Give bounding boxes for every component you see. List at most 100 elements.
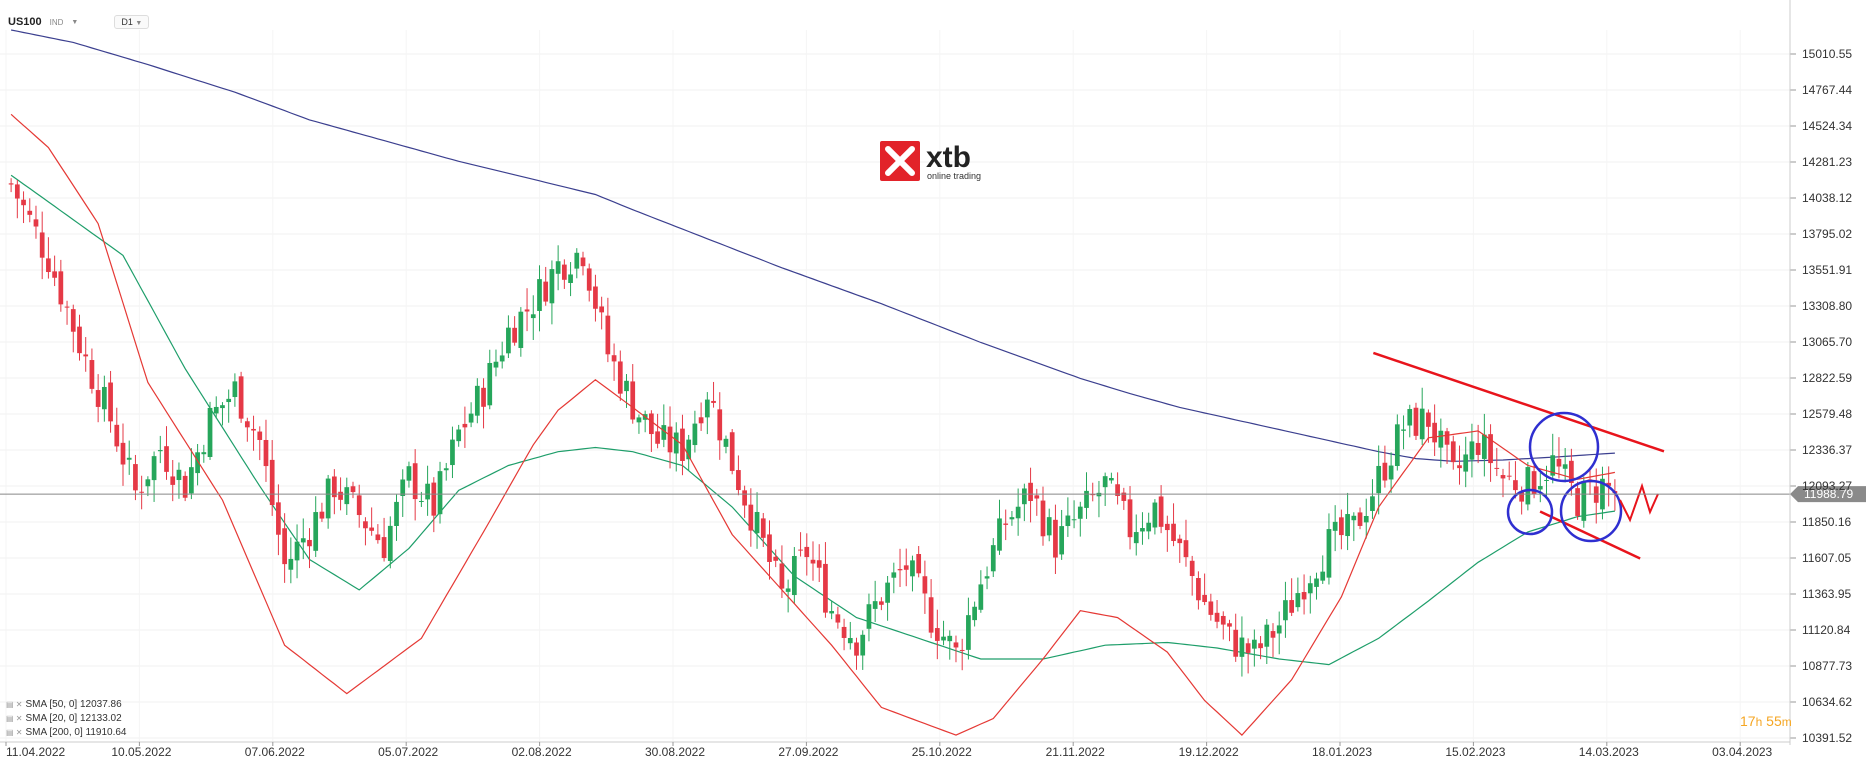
current-price-line: 11988.79 xyxy=(0,486,1866,503)
candle-body xyxy=(1351,515,1357,521)
xtb-watermark: xtb online trading xyxy=(880,141,981,181)
candle-body xyxy=(1413,407,1419,436)
timeframe-selector[interactable]: D1 ▼ xyxy=(114,15,150,29)
candle-body xyxy=(108,382,113,422)
sma20-line xyxy=(10,113,1616,736)
symbol-label[interactable]: US100 xyxy=(8,16,42,28)
candle-body xyxy=(450,439,455,466)
candle-body xyxy=(1040,500,1046,537)
candle-body xyxy=(120,442,126,465)
candle-body xyxy=(866,604,872,629)
candle-body xyxy=(39,232,45,258)
candle-body xyxy=(760,518,766,538)
timer-hours-unit: h xyxy=(1755,715,1763,729)
candle-body xyxy=(1401,429,1406,431)
candle-body xyxy=(910,560,915,577)
symbol-type-label: IND xyxy=(49,17,64,27)
candle-body xyxy=(717,409,723,441)
candle-body xyxy=(493,361,499,368)
candlesticks xyxy=(8,178,1618,677)
candle-body xyxy=(1438,430,1444,448)
candle-body xyxy=(8,183,14,185)
candle-body xyxy=(474,385,480,416)
candle-body xyxy=(537,279,542,311)
legend-item-sma20[interactable]: ▤ ✕ SMA [20, 0] 12133.02 xyxy=(6,712,127,726)
candle-body xyxy=(972,606,977,621)
candle-body xyxy=(941,636,946,641)
candle-body xyxy=(437,471,443,515)
candle-body xyxy=(1258,643,1263,649)
candle-body xyxy=(549,269,555,304)
annotation-circle xyxy=(1559,479,1623,543)
candle-body xyxy=(1307,583,1313,594)
candle-body xyxy=(1332,521,1338,531)
candle-body xyxy=(1419,408,1425,440)
candle-body xyxy=(381,537,387,559)
candle-body xyxy=(854,642,859,656)
legend-item-sma200[interactable]: ▤ ✕ SMA [200, 0] 11910.64 xyxy=(6,726,127,740)
candle-body xyxy=(133,464,138,491)
candle-body xyxy=(456,429,462,442)
candle-body xyxy=(363,521,368,529)
candle-body xyxy=(1407,409,1413,426)
candle-body xyxy=(561,264,567,280)
candle-body xyxy=(1053,519,1058,558)
legend-label: SMA [200, 0] 11910.64 xyxy=(25,727,127,738)
candle-body xyxy=(425,483,430,500)
candle-body xyxy=(841,626,847,638)
legend-label: SMA [50, 0] 12037.86 xyxy=(25,699,122,710)
candle-body xyxy=(1370,496,1375,511)
candle-body xyxy=(1388,465,1394,480)
candle-body xyxy=(1301,592,1307,600)
candle-timer: 17h 55m xyxy=(1740,713,1792,729)
candle-body xyxy=(481,387,486,407)
y-tick-label: 12336.37 xyxy=(1802,443,1852,457)
candle-body xyxy=(1339,517,1344,536)
sma200-line xyxy=(10,29,1615,462)
candle-body xyxy=(748,504,754,531)
candle-body xyxy=(661,425,667,440)
x-tick-label: 21.11.2022 xyxy=(1046,745,1105,759)
candle-body xyxy=(1090,494,1096,496)
xtb-logo-mark xyxy=(885,146,915,176)
y-tick-label: 10634.62 xyxy=(1802,695,1852,709)
candle-body xyxy=(1183,540,1189,558)
candle-body xyxy=(1575,488,1580,516)
candle-body xyxy=(1127,499,1133,538)
candle-body xyxy=(543,281,549,302)
candle-body xyxy=(1227,623,1232,627)
candle-body xyxy=(369,527,375,531)
y-tick-label: 11363.95 xyxy=(1802,587,1851,601)
candle-body xyxy=(1426,412,1431,427)
symbol-dropdown-icon[interactable]: ▼ xyxy=(71,18,79,26)
candle-body xyxy=(624,380,629,392)
candle-body xyxy=(350,486,356,493)
y-tick-label: 15010.55 xyxy=(1802,47,1852,61)
legend-item-sma50[interactable]: ▤ ✕ SMA [50, 0] 12037.86 xyxy=(6,698,127,712)
candle-body xyxy=(1457,465,1462,469)
candle-body xyxy=(1469,441,1475,460)
y-tick-label: 10877.73 xyxy=(1802,659,1852,673)
candle-body xyxy=(1500,475,1506,479)
y-tick-label: 13795.02 xyxy=(1802,227,1852,241)
candle-body xyxy=(1525,467,1531,505)
candle-body xyxy=(375,534,381,541)
candle-body xyxy=(934,628,940,641)
x-tick-label: 10.05.2022 xyxy=(111,745,171,759)
candle-body xyxy=(1177,538,1183,544)
current-price-label: 11988.79 xyxy=(1804,487,1853,501)
candle-body xyxy=(1065,515,1071,527)
candle-body xyxy=(189,467,194,494)
sma200-path xyxy=(10,29,1615,462)
candle-body xyxy=(64,306,70,308)
candle-body xyxy=(723,438,729,447)
projection-scribble xyxy=(1619,482,1659,523)
candle-body xyxy=(1494,467,1500,469)
candle-body xyxy=(1239,637,1245,657)
candle-body xyxy=(1481,434,1487,459)
candle-body xyxy=(220,405,225,409)
candle-body xyxy=(524,309,530,312)
candle-body xyxy=(1432,422,1437,443)
y-tick-label: 11607.05 xyxy=(1802,551,1851,565)
